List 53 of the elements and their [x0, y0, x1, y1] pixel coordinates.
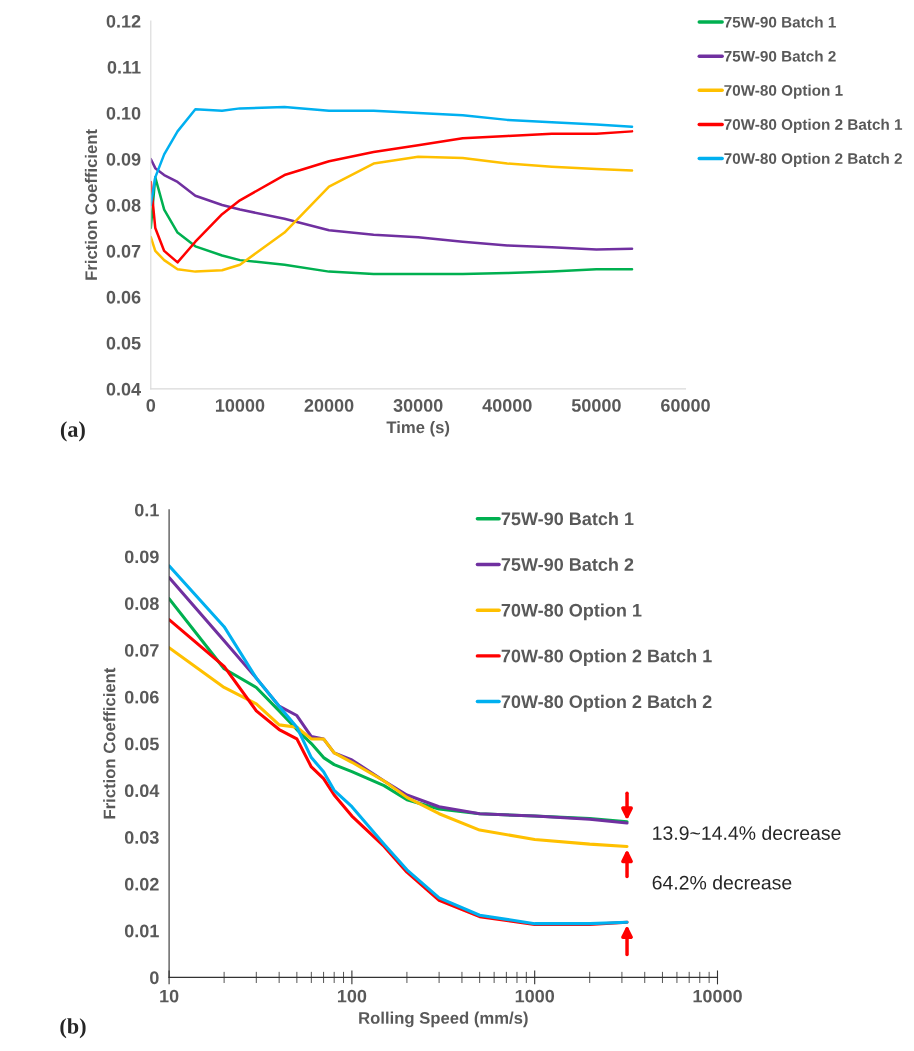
legend-label: 70W-80 Option 2 Batch 2 [724, 152, 902, 168]
legend-label: 70W-80 Option 2 Batch 1 [724, 118, 903, 133]
y-tick-label: 0 [150, 971, 159, 985]
legend-label: 75W-90 Batch 1 [501, 511, 634, 526]
y-tick-label: 0.08 [106, 198, 141, 212]
y-tick-label: 0.09 [124, 550, 159, 564]
y-tick-label: 0.07 [106, 244, 141, 258]
x-tick-label: 60000 [661, 399, 710, 412]
legend-label: 70W-80 Option 2 Batch 2 [501, 694, 712, 712]
x-tick-label: 50000 [571, 399, 621, 412]
x-tick-label: 20000 [304, 399, 354, 412]
legend-label: 75W-90 Batch 2 [501, 557, 634, 571]
line-series [150, 176, 634, 276]
legend-label: 75W-90 Batch 2 [724, 50, 836, 62]
y-tick-label: 0.08 [124, 597, 159, 610]
text: (b) [60, 1018, 86, 1039]
annotation: 64.2% decrease [652, 875, 792, 890]
y-tick-label: 0.1 [134, 503, 159, 517]
y-tick-label: 0.04 [124, 784, 160, 798]
x-tick-label: 10000 [693, 989, 742, 1003]
line-series [150, 105, 634, 207]
y-tick-label: 0.02 [124, 877, 159, 891]
legend-label: 70W-80 Option 2 Batch 1 [501, 649, 712, 666]
line-series [150, 155, 634, 273]
x-axis-title: Time (s) [386, 420, 450, 437]
y-tick-label: 0.06 [106, 290, 141, 304]
y-tick-label: 0.07 [124, 643, 159, 657]
x-tick-label: 100 [337, 989, 367, 1003]
y-axis-title: Friction Coefficient [84, 129, 98, 280]
annotation: 13.9~14.4% decrease [653, 825, 841, 840]
y-tick-label: 0.06 [124, 690, 159, 704]
y-tick-label: 0.09 [106, 152, 141, 166]
line-series [150, 157, 634, 251]
x-tick-label: 30000 [393, 399, 443, 412]
y-tick-label: 0.04 [106, 382, 141, 396]
y-tick-label: 0.01 [124, 924, 159, 938]
x-tick-label: 40000 [482, 399, 532, 412]
legend-label: 70W-80 Option 1 [501, 603, 642, 621]
y-tick-label: 0.10 [106, 106, 141, 120]
y-tick-label: 0.05 [106, 336, 141, 350]
y-tick-label: 0.03 [124, 831, 159, 844]
legend-label: 75W-90 Batch 1 [724, 16, 836, 28]
legend-label: 70W-80 Option 1 [724, 84, 843, 99]
line-series [150, 130, 634, 264]
text: (a) [60, 421, 85, 442]
y-tick-label: 0.05 [124, 737, 159, 751]
y-tick-label: 0.11 [107, 60, 141, 74]
x-tick-label: 10000 [215, 399, 265, 412]
x-tick-label: 10 [160, 989, 179, 1003]
y-tick-label: 0.12 [106, 14, 141, 28]
x-axis-title: Rolling Speed (mm/s) [359, 1011, 528, 1028]
y-axis-title: Friction Coefficient [103, 667, 116, 819]
x-tick-label: 1000 [515, 989, 555, 1003]
